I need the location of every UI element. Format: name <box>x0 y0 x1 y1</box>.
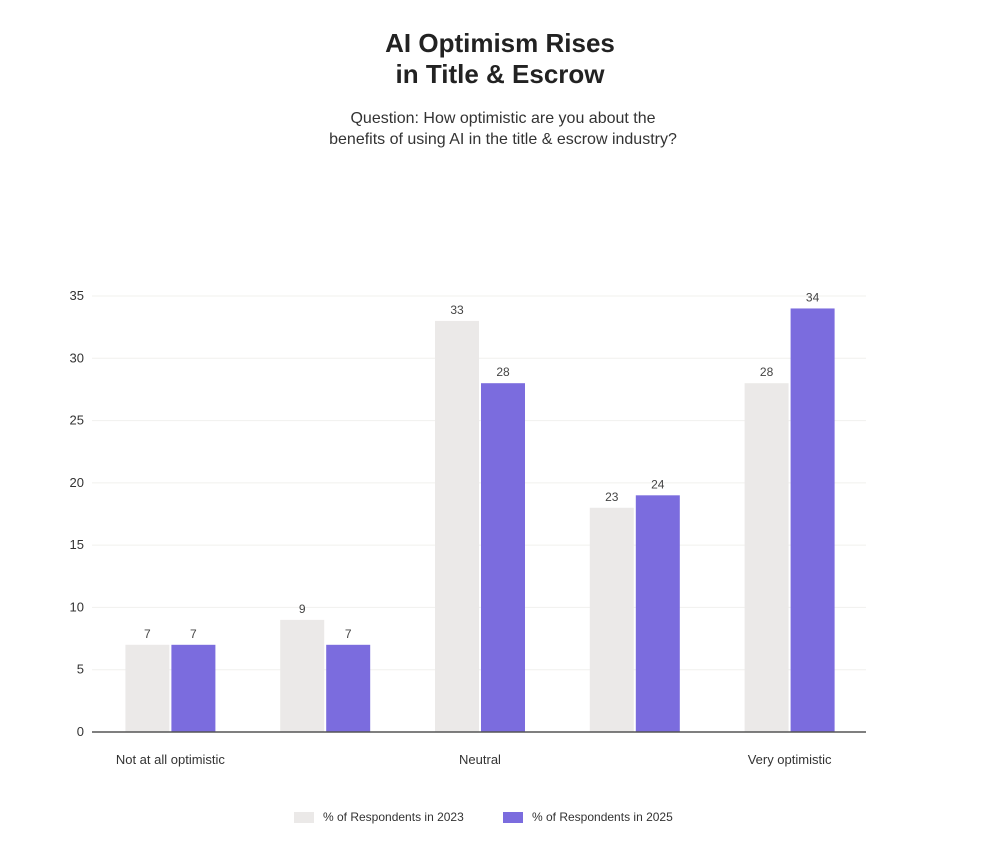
data-label: 28 <box>760 365 774 379</box>
bar <box>589 507 634 732</box>
title-line-1: AI Optimism Rises <box>385 28 615 58</box>
bar <box>635 495 680 732</box>
legend-item-2025: % of Respondents in 2025 <box>503 810 673 824</box>
legend-label-2023: % of Respondents in 2023 <box>323 810 464 824</box>
y-tick-label: 25 <box>70 413 84 428</box>
bar <box>326 644 371 732</box>
y-tick-label: 30 <box>70 350 84 365</box>
bar <box>171 644 216 732</box>
data-label: 24 <box>651 477 665 491</box>
y-tick-label: 20 <box>70 475 84 490</box>
bar <box>481 383 525 732</box>
y-tick-label: 10 <box>70 599 84 614</box>
chart-title: AI Optimism Rises in Title & Escrow <box>0 28 986 90</box>
legend-swatch-2023 <box>294 811 314 823</box>
data-label: 7 <box>144 627 151 641</box>
y-tick-label: 5 <box>77 662 84 677</box>
x-tick-label: Not at all optimistic <box>116 752 226 767</box>
y-tick-label: 15 <box>70 537 84 552</box>
subtitle-line-1: Question: How optimistic are you about t… <box>350 110 656 127</box>
bar <box>125 644 170 732</box>
x-tick-label: Very optimistic <box>748 752 832 767</box>
chart-subtitle: Question: How optimistic are you about t… <box>0 108 986 150</box>
data-label: 34 <box>806 290 820 304</box>
data-label: 7 <box>345 627 352 641</box>
subtitle-line-2: benefits of using AI in the title & escr… <box>329 131 677 148</box>
data-label: 9 <box>299 602 306 616</box>
data-label: 28 <box>496 365 510 379</box>
legend-label-2025: % of Respondents in 2025 <box>532 810 673 824</box>
title-line-2: in Title & Escrow <box>395 59 605 89</box>
x-tick-label: Neutral <box>459 752 501 767</box>
legend-swatch-2025 <box>503 811 523 823</box>
y-tick-label: 35 <box>70 288 84 303</box>
bar <box>790 308 835 732</box>
bar <box>435 320 479 732</box>
y-tick-label: 0 <box>77 724 84 739</box>
data-label: 23 <box>605 490 619 504</box>
data-label: 33 <box>450 303 464 317</box>
bar <box>744 383 789 732</box>
legend-item-2023: % of Respondents in 2023 <box>294 810 464 824</box>
data-label: 7 <box>190 627 197 641</box>
bar <box>280 619 325 732</box>
